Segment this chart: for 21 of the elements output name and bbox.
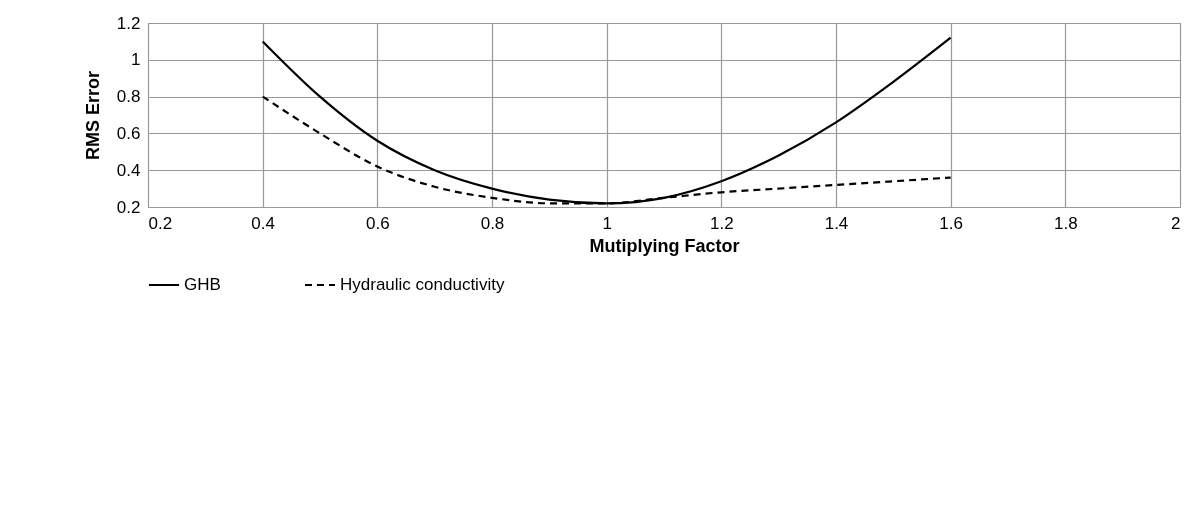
x-axis-title: Mutiplying Factor bbox=[589, 235, 740, 256]
y-tick-label: 0.6 bbox=[116, 123, 141, 143]
y-tick-label: 1.2 bbox=[116, 13, 141, 33]
y-tick-label: 0.2 bbox=[116, 197, 141, 217]
x-tick-label: 1.8 bbox=[1054, 213, 1078, 233]
x-tick-label: 2 bbox=[1171, 213, 1181, 233]
legend-label: Hydraulic conductivity bbox=[340, 275, 505, 294]
x-tick-label: 0.8 bbox=[480, 213, 505, 233]
y-tick-label: 0.8 bbox=[116, 87, 141, 107]
y-axis-title: RMS Error bbox=[82, 70, 103, 161]
x-tick-label: 1.4 bbox=[824, 213, 849, 233]
line-series bbox=[261, 36, 952, 205]
y-tick-label: 0.4 bbox=[116, 160, 141, 180]
x-tick-label: 1.2 bbox=[710, 213, 734, 233]
x-tick-label: 0.2 bbox=[148, 213, 173, 233]
legend-label: GHB bbox=[184, 275, 221, 294]
y-tick-label: 1 bbox=[131, 50, 141, 70]
x-tick-label: 1.6 bbox=[939, 213, 963, 233]
x-tick-label: 0.4 bbox=[251, 213, 275, 233]
x-tick-label: 0.6 bbox=[366, 213, 390, 233]
x-tick-label: 1 bbox=[602, 213, 612, 233]
